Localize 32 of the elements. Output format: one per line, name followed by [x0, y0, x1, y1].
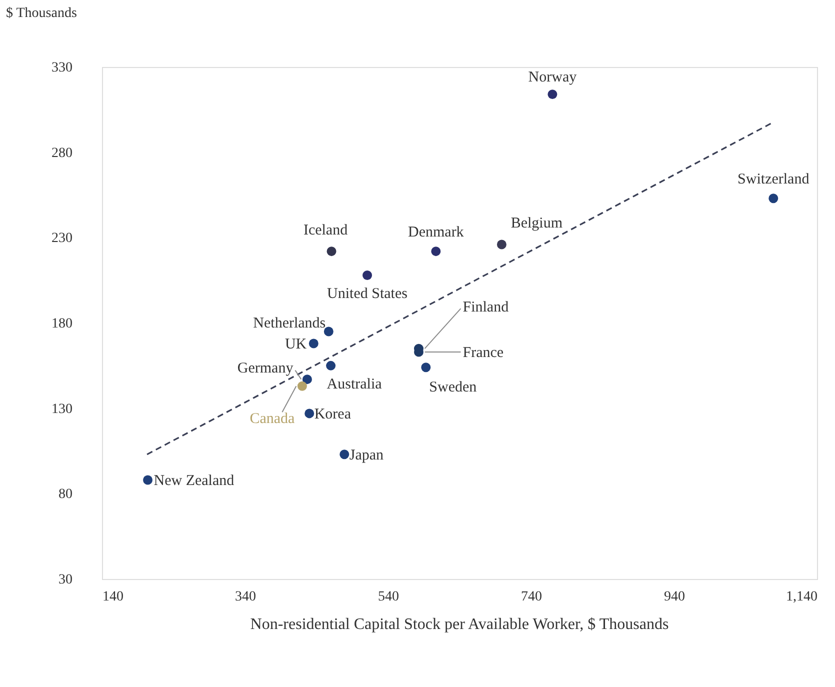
- y-tick-label: 330: [52, 60, 72, 76]
- annotation: Germany: [237, 360, 294, 376]
- annotation: UK: [284, 336, 307, 352]
- annotation: United States: [327, 286, 408, 302]
- annotation: Denmark: [408, 224, 464, 240]
- annotation: Canada: [250, 411, 296, 428]
- annotation: Switzerland: [738, 171, 810, 188]
- annotation: France: [462, 345, 504, 362]
- annotation: Netherlands: [253, 316, 326, 332]
- annotation: Australia: [326, 376, 382, 393]
- y-tick-label: 30: [58, 572, 72, 588]
- annotation: Sweden: [429, 379, 478, 396]
- x-tick-label: 740: [521, 590, 542, 604]
- annotation: Norway: [528, 69, 578, 86]
- y-axis-title: $ Thousands: [6, 6, 77, 21]
- y-tick-label: 230: [52, 231, 72, 246]
- x-tick-label: 340: [235, 590, 256, 604]
- annotation: New Zealand: [154, 473, 235, 490]
- y-tick-label: 130: [52, 402, 72, 417]
- x-axis-title: Non-residential Capital Stock per Available Worker, $ Thousands: [250, 616, 669, 633]
- annotation: Iceland: [303, 222, 348, 238]
- annotation: Finland: [462, 300, 510, 316]
- y-tick-label: 180: [52, 316, 72, 332]
- y-tick-label: 80: [58, 487, 72, 502]
- annotation: Japan: [349, 447, 384, 464]
- x-tick-label: 940: [664, 590, 685, 604]
- annotation: Belgium: [510, 215, 563, 232]
- x-tick-label: 1,140: [786, 590, 818, 604]
- annotation: Korea: [314, 406, 352, 422]
- y-tick-label: 280: [52, 146, 72, 161]
- x-tick-label: 140: [102, 590, 124, 604]
- x-tick-label: 540: [378, 590, 399, 604]
